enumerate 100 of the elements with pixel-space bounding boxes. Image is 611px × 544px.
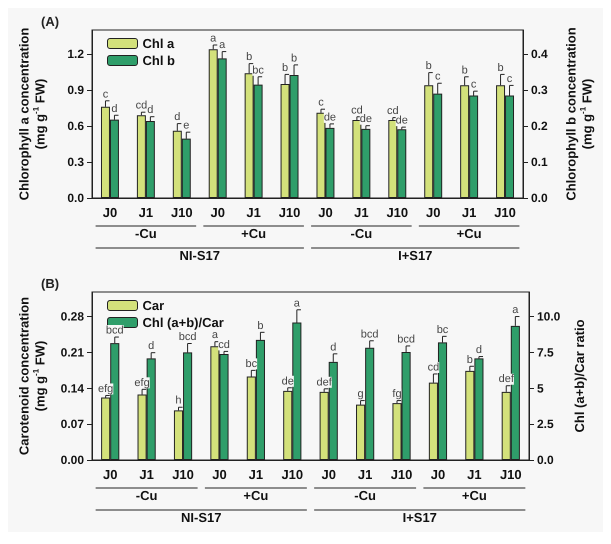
y-tick-label: 0.3 bbox=[67, 155, 84, 169]
x-tick-label: J1 bbox=[248, 467, 264, 482]
data-label: bcd bbox=[397, 333, 415, 346]
x-tick-label: J1 bbox=[354, 205, 369, 220]
text: I+S17 bbox=[398, 248, 432, 263]
legend-label: Chl (a+b)/Car bbox=[142, 315, 224, 330]
x-tick-label: J0 bbox=[318, 205, 333, 220]
data-label: bc bbox=[252, 64, 264, 76]
data-label: cd bbox=[218, 338, 230, 351]
y-tick-label: 0.07 bbox=[60, 417, 84, 432]
x-tick-label: J10 bbox=[172, 467, 194, 482]
chart-title: (A) bbox=[41, 14, 60, 29]
text: +Cu bbox=[462, 488, 487, 503]
data-label: b bbox=[462, 64, 468, 76]
data-label: efg bbox=[134, 376, 150, 389]
y2-tick-label: 0.0 bbox=[531, 191, 548, 205]
data-label: b bbox=[257, 320, 264, 332]
y2-axis-title: Chl (a+b)/Car ratio bbox=[572, 319, 587, 433]
data-label: b bbox=[282, 62, 288, 74]
y2-tick-label: 7.5 bbox=[537, 345, 554, 360]
y-tick-label: 0.0 bbox=[67, 191, 84, 205]
y2-tick-label: 5 bbox=[537, 381, 544, 396]
y-tick-label: 0.28 bbox=[60, 310, 84, 324]
x-tick-label: J1 bbox=[462, 205, 476, 220]
data-label: cd bbox=[386, 105, 399, 118]
x-tick-label: J1 bbox=[358, 467, 372, 482]
data-label: b bbox=[290, 52, 298, 64]
data-label: d bbox=[330, 341, 336, 354]
y2-tick-label: 0.0 bbox=[537, 453, 554, 467]
x-tick-label: J0 bbox=[210, 205, 225, 220]
data-label: c bbox=[470, 78, 477, 91]
y2-tick-label: 0.3 bbox=[531, 83, 548, 98]
x-tick-label: J1 bbox=[467, 467, 482, 482]
data-label: de bbox=[324, 111, 336, 124]
data-label: a bbox=[212, 329, 219, 342]
x-tick-label: J0 bbox=[321, 467, 336, 482]
data-label: h bbox=[175, 394, 182, 407]
x-tick-label: J0 bbox=[430, 467, 446, 482]
text: +Cu bbox=[456, 226, 482, 241]
x-tick-label: J0 bbox=[102, 467, 118, 482]
data-label: a bbox=[219, 39, 226, 52]
x-tick-label: J1 bbox=[138, 205, 154, 220]
data-label: de bbox=[282, 375, 294, 388]
data-label: bcd bbox=[178, 331, 196, 344]
chart-title: (B) bbox=[41, 276, 60, 291]
text: +Cu bbox=[243, 488, 268, 503]
data-label: d bbox=[111, 102, 118, 115]
data-label: d bbox=[147, 104, 154, 116]
y2-tick-label: 0.2 bbox=[531, 119, 548, 134]
y2-tick-label: 0.4 bbox=[531, 47, 548, 62]
data-label: fg bbox=[392, 388, 402, 400]
data-label: d bbox=[174, 111, 180, 124]
legend-label: Car bbox=[142, 298, 164, 313]
text: -Cu bbox=[135, 226, 157, 241]
x-tick-label: J10 bbox=[170, 205, 193, 220]
x-tick-label: J0 bbox=[102, 205, 118, 220]
y-tick-label: 0.21 bbox=[60, 345, 84, 360]
data-label: b bbox=[246, 51, 252, 64]
data-label: cd bbox=[428, 361, 440, 374]
data-label: c bbox=[102, 88, 109, 100]
y-tick-label: 0.00 bbox=[60, 453, 84, 467]
data-label: d bbox=[148, 340, 154, 352]
y2-tick-label: 2.5 bbox=[537, 417, 554, 432]
legend-label: Chl a bbox=[142, 36, 176, 51]
x-tick-label: J1 bbox=[139, 467, 154, 482]
data-label: def bbox=[316, 376, 333, 388]
data-label: cd bbox=[136, 100, 148, 112]
data-label: bc bbox=[246, 358, 258, 370]
y-tick-label: 0.6 bbox=[67, 119, 84, 133]
x-tick-label: J10 bbox=[278, 205, 300, 220]
data-label: c bbox=[506, 72, 513, 85]
x-tick-label: J10 bbox=[500, 467, 522, 482]
text: I+S17 bbox=[402, 510, 437, 525]
data-label: a bbox=[294, 297, 301, 310]
data-label: efg bbox=[98, 382, 114, 395]
data-label: a bbox=[512, 304, 520, 316]
data-label: e bbox=[183, 120, 190, 132]
x-tick-label: J1 bbox=[246, 205, 261, 220]
x-tick-label: J0 bbox=[426, 205, 440, 220]
data-label: def bbox=[498, 373, 515, 386]
x-tick-label: J0 bbox=[212, 467, 227, 482]
x-tick-label: J10 bbox=[281, 467, 304, 482]
data-label: a bbox=[210, 32, 218, 44]
y2-tick-label: 10.0 bbox=[537, 310, 561, 324]
data-label: bcd bbox=[360, 328, 379, 340]
x-tick-label: J10 bbox=[386, 205, 408, 220]
text: -Cu bbox=[136, 488, 158, 503]
data-label: b bbox=[426, 60, 432, 72]
data-label: de bbox=[360, 113, 372, 126]
data-label: b bbox=[497, 62, 504, 74]
text: +Cu bbox=[241, 226, 266, 241]
legend-label: Chl b bbox=[142, 53, 176, 68]
data-label: bc bbox=[436, 324, 449, 336]
data-label: d bbox=[476, 344, 482, 356]
x-tick-label: J10 bbox=[494, 205, 516, 220]
data-label: bcd bbox=[106, 324, 124, 337]
data-label: g bbox=[358, 388, 364, 400]
y-tick-label: 0.9 bbox=[67, 83, 84, 97]
y-tick-label: 0.14 bbox=[60, 381, 84, 396]
data-label: c bbox=[318, 96, 324, 109]
